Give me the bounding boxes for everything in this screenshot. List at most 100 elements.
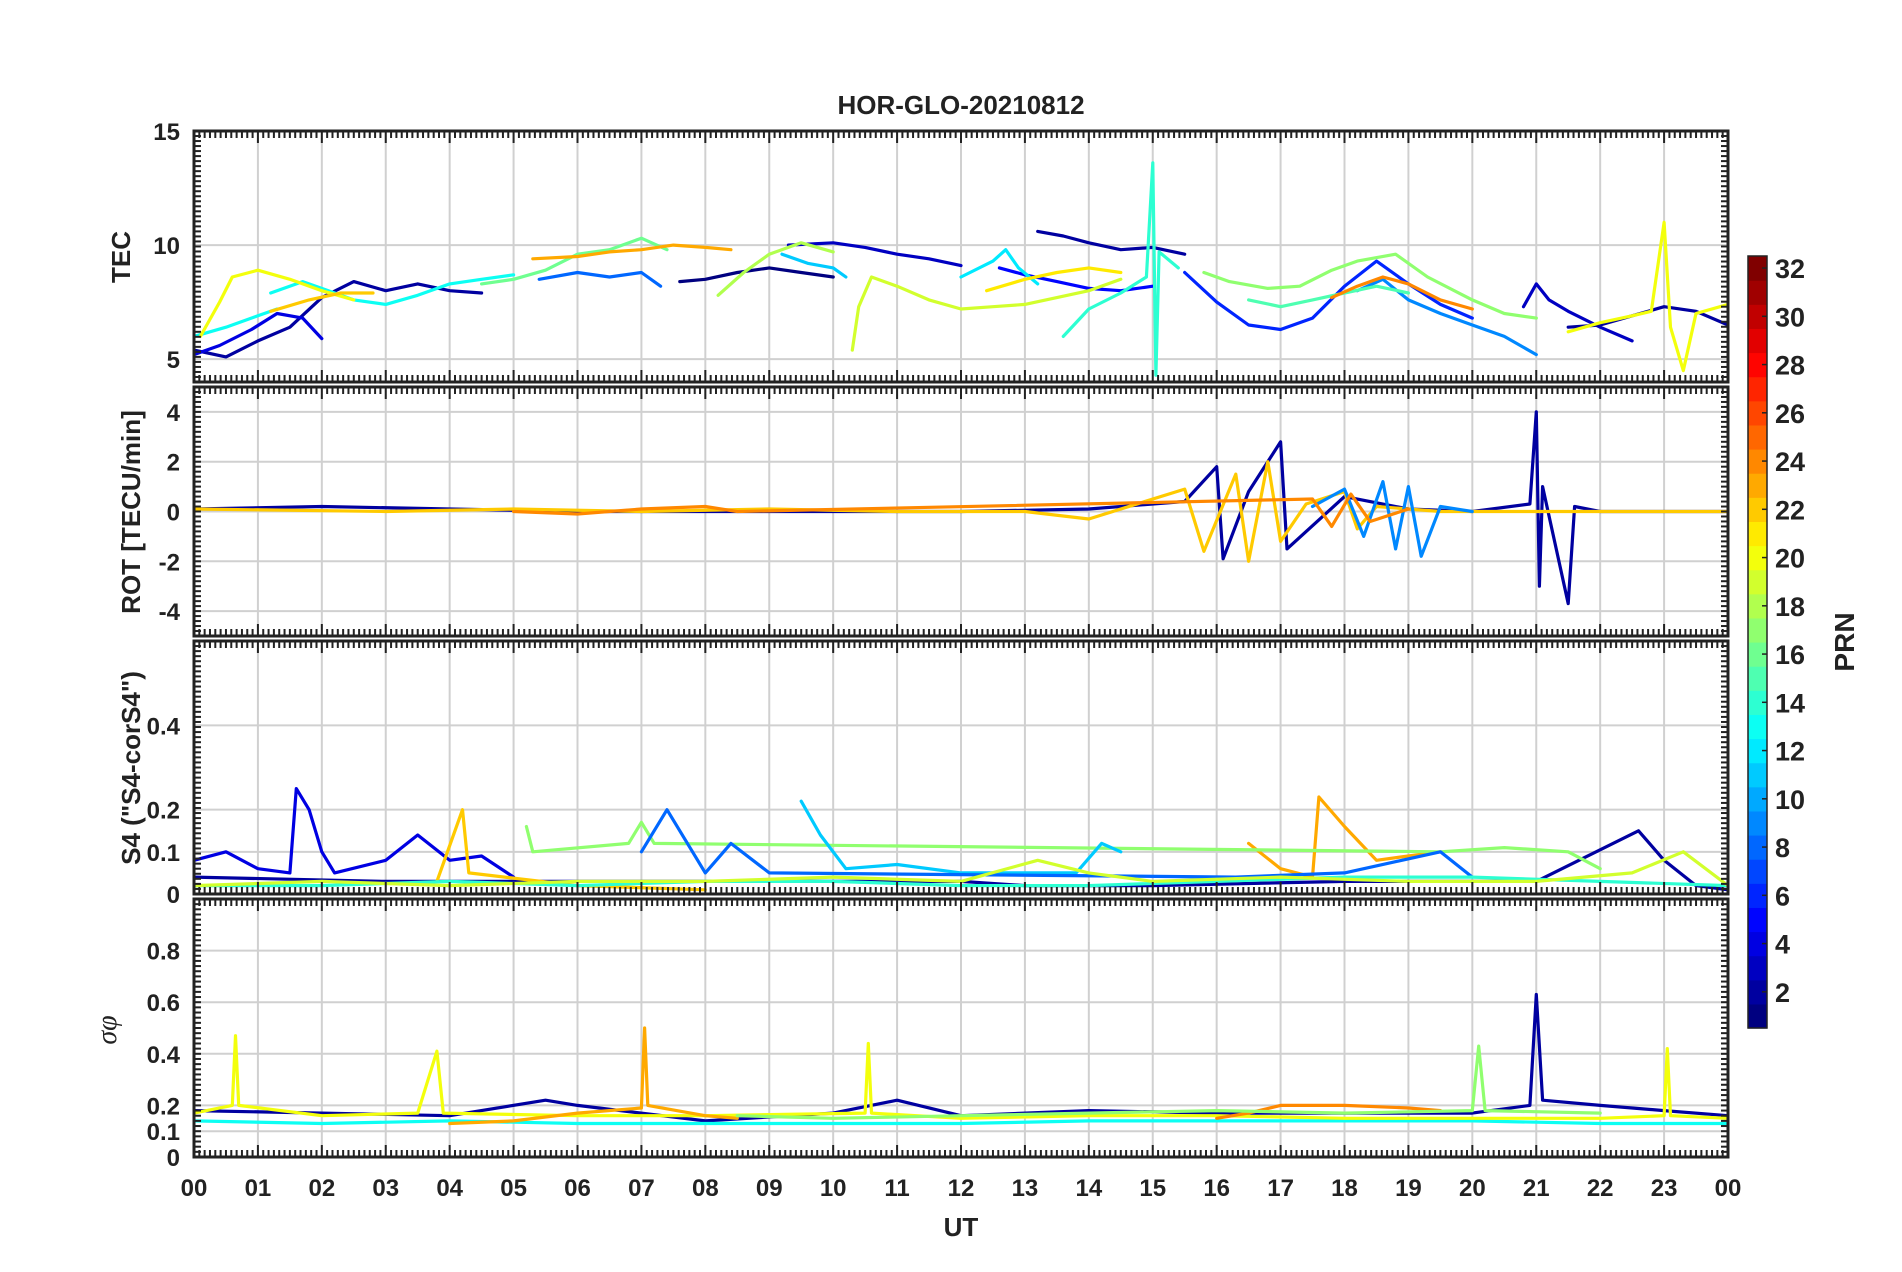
rot-ytick-label: 4 <box>167 400 181 427</box>
sigma-grid <box>194 899 1728 1158</box>
colorbar-swatch-27 <box>1748 376 1767 402</box>
tec-series-prn-2 <box>1036 229 1187 256</box>
tec-series-prn-20 <box>198 268 356 338</box>
tec-series-prn-14 <box>1061 161 1180 377</box>
colorbar-tick-label: 16 <box>1775 640 1805 670</box>
sigma-ytick-label: 0.6 <box>147 990 180 1017</box>
s4-series-prn-17 <box>524 820 1602 871</box>
colorbar-tick-label: 2 <box>1775 978 1790 1008</box>
x-tick-label: 13 <box>1012 1175 1039 1202</box>
colorbar-swatch-17 <box>1748 617 1767 643</box>
tec-series-prn-17 <box>1202 252 1538 320</box>
sigma-series-prn-20 <box>194 1034 1728 1120</box>
tec-series-prn-18 <box>716 241 835 297</box>
rot-ytick-label: -4 <box>159 599 181 626</box>
colorbar-swatch-13 <box>1748 714 1767 740</box>
colorbar-swatch-15 <box>1748 666 1767 691</box>
tec-axis: 5 10 15 <box>153 119 1730 384</box>
s4-ylabel: S4 ("S4-corS4") <box>116 671 146 865</box>
x-axis-labels: 00 01 02 03 04 05 06 07 08 09 10 11 12 13 14 15 16 17 18 19… <box>181 1175 1742 1202</box>
tec-series-prn-24 <box>1330 275 1474 311</box>
x-tick-label: 00 <box>181 1175 208 1202</box>
sigma-series <box>194 992 1728 1126</box>
colorbar-swatch-18 <box>1748 593 1767 619</box>
tec-ylabel: TEC <box>106 231 136 283</box>
colorbar-label: PRN <box>1829 612 1860 671</box>
x-tick-label: 17 <box>1267 1175 1294 1202</box>
colorbar-tick-label: 28 <box>1775 351 1805 381</box>
colorbar-swatch-30 <box>1748 304 1767 329</box>
tec-series-prn-11 <box>780 252 848 279</box>
colorbar-tick-label: 12 <box>1775 737 1805 767</box>
colorbar-swatch-14 <box>1748 690 1767 715</box>
colorbar-tick-label: 20 <box>1775 544 1805 574</box>
x-tick-label: 01 <box>245 1175 272 1202</box>
tec-series-prn-2 <box>194 280 484 359</box>
x-tick-label: 21 <box>1523 1175 1550 1202</box>
sigma-ytick-label: 0.1 <box>147 1119 180 1146</box>
x-tick-label: 10 <box>820 1175 847 1202</box>
colorbar-swatch-6 <box>1748 883 1767 908</box>
sigma-ytick-label: 0 <box>167 1145 180 1172</box>
tec-series-prn-9 <box>1355 277 1538 357</box>
x-tick-label: 05 <box>500 1175 527 1202</box>
colorbar-tick-label: 22 <box>1775 495 1805 525</box>
colorbar-swatch-26 <box>1748 400 1767 426</box>
colorbar-swatch-2 <box>1748 979 1767 1005</box>
tec-series-prn-20 <box>1566 220 1728 373</box>
tec-series-prn-3 <box>786 241 963 268</box>
sigma-ytick-label: 0.8 <box>147 939 180 966</box>
s4-axis: 0 0.1 0.2 0.4 <box>147 639 1730 909</box>
sigma-series-prn-17 <box>735 1044 1602 1120</box>
colorbar-swatch-9 <box>1748 810 1767 836</box>
x-tick-label: 11 <box>884 1175 909 1202</box>
colorbar-frame <box>1747 255 1768 1029</box>
tec-ytick-label: 5 <box>167 347 180 374</box>
colorbar-swatch-28 <box>1748 352 1767 378</box>
tec-ytick-label: 15 <box>153 119 180 146</box>
colorbar-tick-label: 32 <box>1775 254 1805 284</box>
colorbar-tick-label: 18 <box>1775 592 1805 622</box>
colorbar-tick-label: 30 <box>1775 302 1805 332</box>
colorbar-swatch-16 <box>1748 642 1767 667</box>
colorbar-swatch-19 <box>1748 569 1767 595</box>
x-axis-title: UT <box>944 1212 979 1242</box>
x-tick-label: 04 <box>436 1175 463 1202</box>
colorbar-swatch-5 <box>1748 907 1767 933</box>
x-tick-label: 16 <box>1203 1175 1230 1202</box>
tec-series-prn-21 <box>985 266 1123 293</box>
tec-series-prn-19 <box>850 275 1123 352</box>
x-tick-label: 19 <box>1395 1175 1422 1202</box>
x-tick-label: 07 <box>628 1175 655 1202</box>
rot-series <box>194 410 1728 606</box>
s4-series-prn-8 <box>639 808 1474 879</box>
x-tick-label: 00 <box>1715 1175 1742 1202</box>
tec-series-prn-15 <box>1247 284 1410 309</box>
colorbar-swatch-11 <box>1748 762 1767 788</box>
s4-ytick-label: 0 <box>167 882 180 909</box>
panel-tec: 5 10 15 TEC <box>106 119 1730 384</box>
panel-rot: -4 -2 0 2 4 ROT [TECU/min] <box>116 385 1730 638</box>
colorbar-swatch-23 <box>1748 473 1767 498</box>
colorbar-tick-label: 6 <box>1775 881 1790 911</box>
x-tick-label: 08 <box>692 1175 719 1202</box>
colorbar-swatch-32 <box>1748 256 1767 281</box>
x-tick-label: 15 <box>1139 1175 1166 1202</box>
s4-ytick-label: 0.4 <box>147 713 181 740</box>
s4-series-prn-11 <box>799 799 1123 875</box>
colorbar-swatch-1 <box>1748 1003 1767 1029</box>
sigma-series-prn-2 <box>194 992 1728 1123</box>
x-tick-label: 06 <box>564 1175 591 1202</box>
tec-grid <box>194 130 1728 382</box>
sigma-series-prn-23 <box>448 1026 739 1126</box>
x-tick-label: 02 <box>308 1175 335 1202</box>
rot-ytick-label: 0 <box>167 500 180 527</box>
colorbar-swatch-4 <box>1748 931 1767 957</box>
colorbar-gradient <box>1748 256 1767 1029</box>
colorbar-swatch-3 <box>1748 955 1767 981</box>
chart-title: HOR-GLO-20210812 <box>837 90 1084 120</box>
s4-ytick-label: 0.1 <box>147 840 180 867</box>
